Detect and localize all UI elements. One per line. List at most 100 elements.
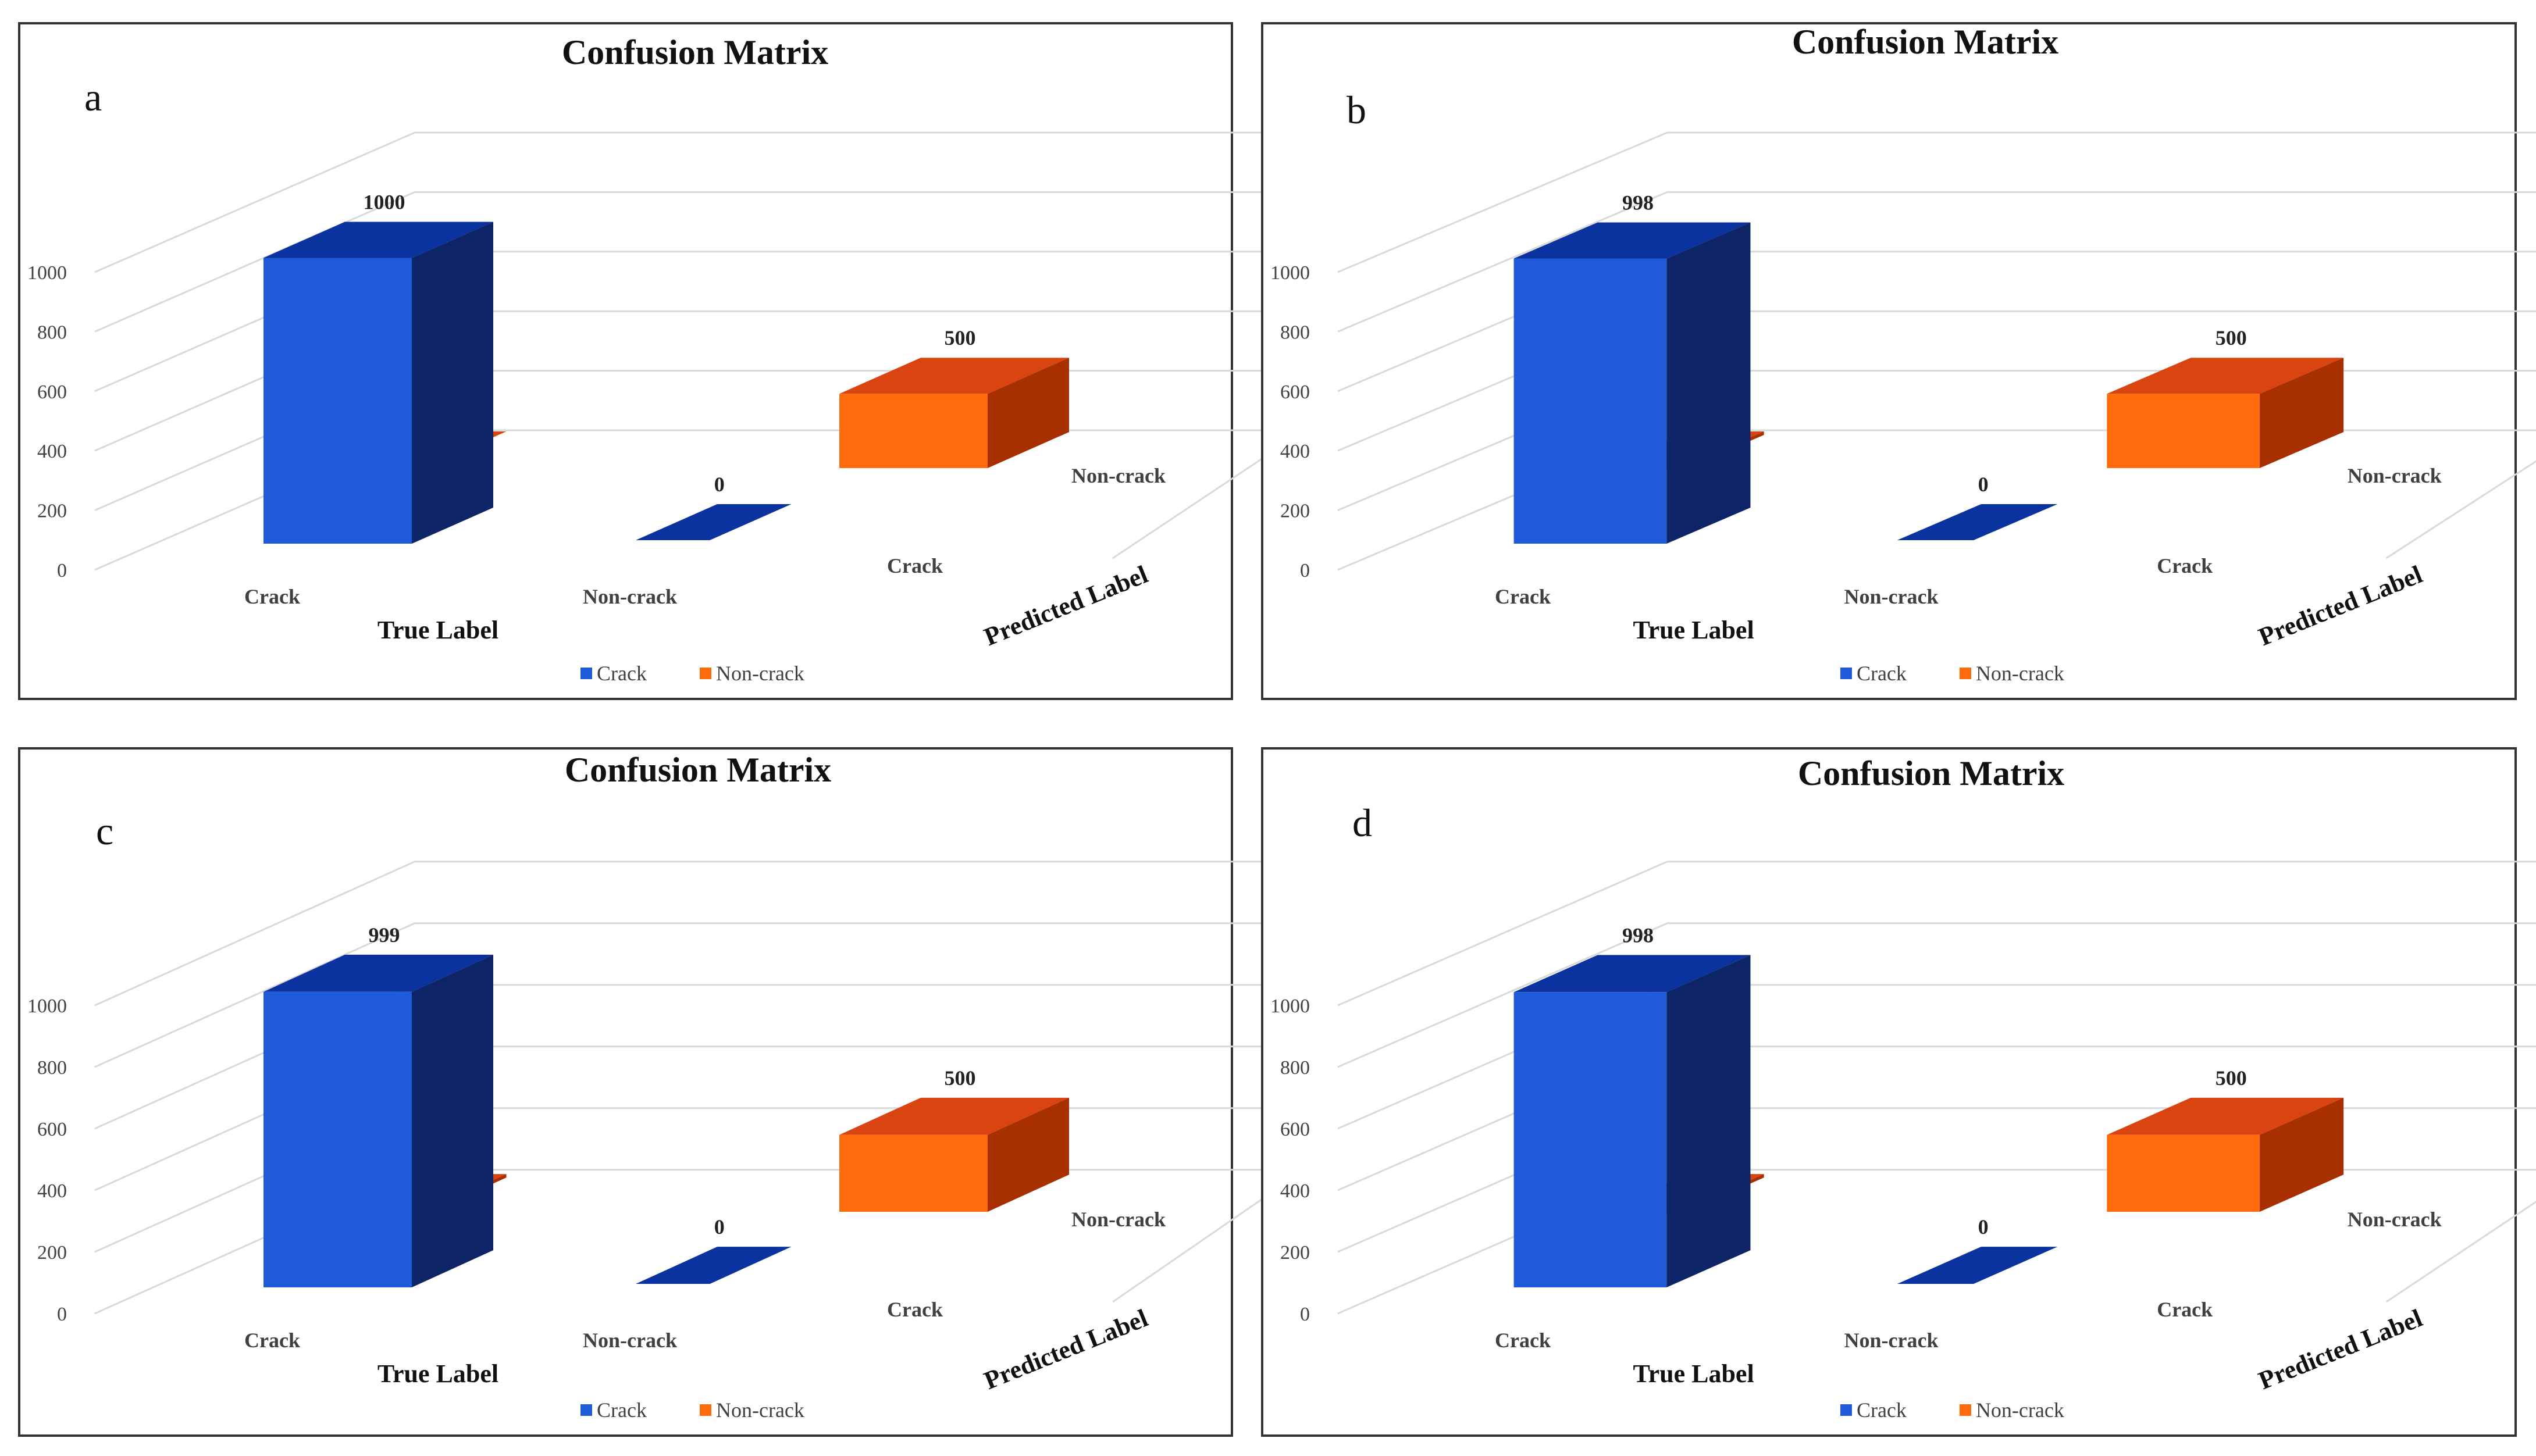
- bar-crack-true-noncrack-top: [1897, 1247, 2058, 1284]
- panel-letter: c: [96, 809, 113, 853]
- x-category-label: Crack: [1495, 1329, 1551, 1352]
- legend-swatch-noncrack: [1959, 1404, 1971, 1416]
- panel-letter: d: [1352, 801, 1372, 845]
- legend-swatch-noncrack: [700, 668, 711, 679]
- bar-noncrack-true-noncrack-side: [988, 1097, 1069, 1212]
- y-tick-label: 0: [1300, 560, 1310, 581]
- y-tick-label: 600: [1280, 1119, 1310, 1140]
- panel-frame: [18, 747, 1233, 1437]
- bar-crack-true-crack-top: [263, 954, 493, 992]
- z-category-label: Crack: [2157, 1298, 2213, 1321]
- legend-label: Crack: [597, 1398, 647, 1422]
- panel-letter: a: [84, 75, 102, 119]
- y-tick-label: 800: [37, 1057, 67, 1079]
- x-axis-title: True Label: [377, 616, 498, 644]
- x-category-label: Crack: [244, 585, 300, 608]
- gridline: [94, 191, 1305, 333]
- panel-frame: [1261, 747, 2517, 1437]
- bar-crack-true-noncrack-top: [1897, 504, 2058, 540]
- panel-a: Confusion Matrix a 0 200 400 600 800 1000 0 500 10…: [18, 22, 1305, 700]
- y-tick-label: 200: [37, 1242, 67, 1264]
- x-axis-title: True Label: [377, 1359, 498, 1388]
- legend-swatch-crack: [580, 668, 592, 679]
- y-tick-label: 400: [37, 1180, 67, 1202]
- bar-crack-true-crack-front: [263, 991, 412, 1287]
- x-axis-title: True Label: [1633, 616, 1754, 644]
- bar-noncrack-true-noncrack: [839, 358, 1069, 468]
- chart-title: Confusion Matrix: [1798, 754, 2064, 793]
- y-tick-label: 200: [1280, 501, 1310, 522]
- y-tick-label: 1000: [27, 995, 67, 1017]
- y-tick-label: 1000: [1270, 262, 1310, 284]
- bar-crack-true-crack-top: [263, 222, 493, 258]
- data-label: 0: [1978, 473, 1989, 496]
- gridline: [1337, 131, 2536, 273]
- legend: Crack Non-crack: [580, 1398, 804, 1422]
- z-category-label: Crack: [887, 1298, 943, 1321]
- bar-noncrack-true-noncrack-front: [839, 394, 988, 468]
- legend: Crack Non-crack: [1840, 662, 2064, 685]
- data-label: 0: [714, 1215, 725, 1239]
- x-category-label: Non-crack: [583, 1329, 677, 1352]
- bars: 25009980: [1513, 923, 2344, 1287]
- gridline: [94, 922, 1305, 1068]
- bar-crack-true-crack-front: [1513, 258, 1667, 544]
- legend-label: Crack: [1857, 662, 1907, 685]
- panel-letter: b: [1347, 88, 1366, 132]
- data-label: 0: [1978, 1215, 1989, 1239]
- legend-swatch-crack: [1840, 1404, 1852, 1416]
- bar-crack-true-noncrack-top: [636, 1247, 792, 1284]
- bar-crack-true-noncrack: [1897, 504, 2058, 540]
- bar-noncrack-true-noncrack: [839, 1097, 1069, 1212]
- z-category-label: Non-crack: [2348, 1208, 2442, 1231]
- panel-d: Confusion Matrixd02004006008001000250099…: [1261, 747, 2536, 1437]
- data-label: 500: [2216, 1066, 2247, 1090]
- bars: 25009980: [1513, 191, 2344, 544]
- gridline: [94, 131, 1305, 273]
- y-tick-label: 0: [57, 560, 67, 581]
- y-tick-label: 600: [1280, 381, 1310, 403]
- bar-noncrack-true-noncrack-side: [988, 358, 1069, 468]
- bar-crack-true-crack-front: [263, 258, 412, 544]
- legend-label: Non-crack: [1976, 662, 2064, 685]
- data-label: 999: [369, 923, 400, 947]
- legend-label: Non-crack: [716, 662, 804, 685]
- x-axis-title: True Label: [1633, 1359, 1754, 1388]
- y-tick-label: 400: [1280, 441, 1310, 462]
- bar-noncrack-true-noncrack-side: [2259, 1097, 2344, 1212]
- y-tick-label: 1000: [27, 262, 67, 284]
- legend: Crack Non-crack: [1840, 1398, 2064, 1422]
- gridline: [1337, 191, 2536, 333]
- x-category-label: Non-crack: [583, 585, 677, 608]
- bar-noncrack-true-noncrack-top: [2107, 358, 2344, 394]
- legend-swatch-noncrack: [700, 1404, 711, 1416]
- gridline: [2385, 1201, 2536, 1303]
- bar-crack-true-crack-top: [1513, 955, 1751, 993]
- x-category-label: Non-crack: [1844, 1329, 1939, 1352]
- x-category-label: Crack: [244, 1329, 300, 1352]
- data-label: 500: [2216, 326, 2247, 349]
- y-tick-label: 800: [37, 322, 67, 343]
- bar-crack-true-crack-side: [412, 954, 493, 1287]
- data-label: 998: [1622, 923, 1654, 947]
- bar-noncrack-true-noncrack-top: [2107, 1097, 2344, 1135]
- bar-noncrack-true-noncrack: [2107, 358, 2344, 468]
- y-tick-label: 600: [37, 381, 67, 403]
- data-label: 500: [945, 1066, 976, 1090]
- y-tick-label: 800: [1280, 322, 1310, 343]
- data-label: 1000: [364, 190, 405, 213]
- legend-swatch-crack: [1840, 668, 1852, 679]
- gridline: [94, 861, 1305, 1007]
- panel-b: Confusion Matrixb02004006008001000250099…: [1261, 22, 2536, 700]
- bar-noncrack-true-noncrack-top: [839, 358, 1069, 394]
- z-category-label: Crack: [2157, 554, 2213, 577]
- bar-noncrack-true-noncrack-side: [2259, 358, 2344, 468]
- x-category-label: Non-crack: [1844, 585, 1939, 608]
- gridline: [1337, 861, 2536, 1007]
- bar-crack-true-crack-side: [1666, 955, 1751, 1287]
- legend-swatch-noncrack: [1959, 668, 1971, 679]
- y-tick-label: 200: [1280, 1242, 1310, 1264]
- bar-crack-true-noncrack-top: [636, 504, 792, 540]
- bar-crack-true-crack-side: [1666, 222, 1751, 544]
- bar-noncrack-true-noncrack-front: [839, 1134, 988, 1212]
